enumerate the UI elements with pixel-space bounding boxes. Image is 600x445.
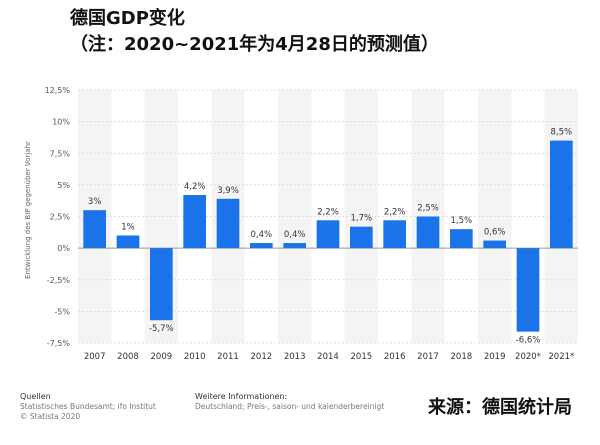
- y-tick-label: 7,5%: [50, 149, 71, 158]
- y-tick-label: 10%: [52, 118, 70, 127]
- bar: [450, 229, 473, 249]
- data-label: 4,2%: [184, 182, 206, 192]
- data-label: 2,2%: [317, 207, 339, 217]
- y-tick-label: 2,5%: [50, 213, 71, 222]
- bar: [83, 210, 106, 249]
- x-tick-label: 2011: [217, 352, 239, 362]
- bar: [216, 198, 240, 249]
- bar: [350, 226, 373, 249]
- data-label: -6,6%: [516, 336, 541, 346]
- bar: [250, 243, 273, 249]
- x-tick-label: 2017: [417, 352, 439, 362]
- data-label: 0,6%: [484, 228, 506, 238]
- sources-heading: Quellen: [20, 392, 51, 401]
- source-label: 来源：德国统计局: [428, 397, 572, 418]
- x-tick-label: 2015: [351, 352, 373, 362]
- x-tick-label: 2010: [184, 352, 206, 362]
- data-label: 3%: [88, 197, 102, 207]
- x-tick-label: 2016: [384, 352, 406, 362]
- bar: [516, 248, 540, 332]
- data-label: 1,7%: [351, 214, 373, 224]
- bar: [183, 194, 206, 249]
- info-heading: Weitere Informationen:: [195, 392, 288, 401]
- sources-line2: © Statista 2020: [20, 412, 81, 421]
- data-label: 8,5%: [551, 128, 573, 138]
- data-label: 0,4%: [251, 230, 273, 240]
- data-label: 1%: [121, 222, 135, 232]
- data-label: 2,2%: [384, 207, 406, 217]
- x-tick-label: 2008: [117, 352, 139, 362]
- chart-title: 德国GDP变化 （注：2020~2021年为4月28日的预测值）: [70, 6, 439, 58]
- data-label: 3,9%: [217, 186, 239, 196]
- data-label: -5,7%: [149, 324, 174, 334]
- info-block: Weitere Informationen: Deutschland; Prei…: [195, 392, 384, 412]
- bar: [550, 140, 573, 249]
- data-label: 0,4%: [284, 230, 306, 240]
- bar: [116, 235, 140, 249]
- x-tick-label: 2009: [151, 352, 173, 362]
- y-tick-label: 12,5%: [45, 86, 71, 95]
- x-tick-label: 2012: [251, 352, 273, 362]
- x-tick-label: 2020*: [515, 352, 541, 362]
- y-tick-label: 0%: [57, 244, 70, 253]
- x-tick-label: 2014: [317, 352, 339, 362]
- y-tick-label: -7,5%: [47, 339, 71, 348]
- bar: [150, 248, 173, 321]
- info-line1: Deutschland; Preis-, saison- und kalende…: [195, 402, 385, 411]
- x-tick-label: 2019: [484, 352, 506, 362]
- bar: [483, 240, 506, 249]
- x-tick-label: 2021*: [548, 352, 574, 362]
- data-label: 2,5%: [417, 204, 439, 214]
- sources-block: Quellen Statistisches Bundesamt; ifo Ins…: [20, 392, 156, 422]
- y-tick-label: -2,5%: [47, 276, 71, 285]
- y-tick-label: 5%: [57, 181, 70, 190]
- chart-title-line1: 德国GDP变化: [70, 8, 185, 29]
- bar: [383, 220, 406, 249]
- data-label: 1,5%: [451, 216, 473, 226]
- bar: [416, 216, 440, 249]
- bar: [316, 220, 340, 249]
- chart-title-line2: （注：2020~2021年为4月28日的预测值）: [70, 34, 439, 55]
- y-tick-label: -5%: [54, 307, 70, 316]
- sources-line1: Statistisches Bundesamt; ifo Institut: [20, 402, 156, 411]
- x-tick-label: 2018: [451, 352, 473, 362]
- x-tick-label: 2007: [84, 352, 106, 362]
- bar: [283, 243, 306, 249]
- x-tick-label: 2013: [284, 352, 306, 362]
